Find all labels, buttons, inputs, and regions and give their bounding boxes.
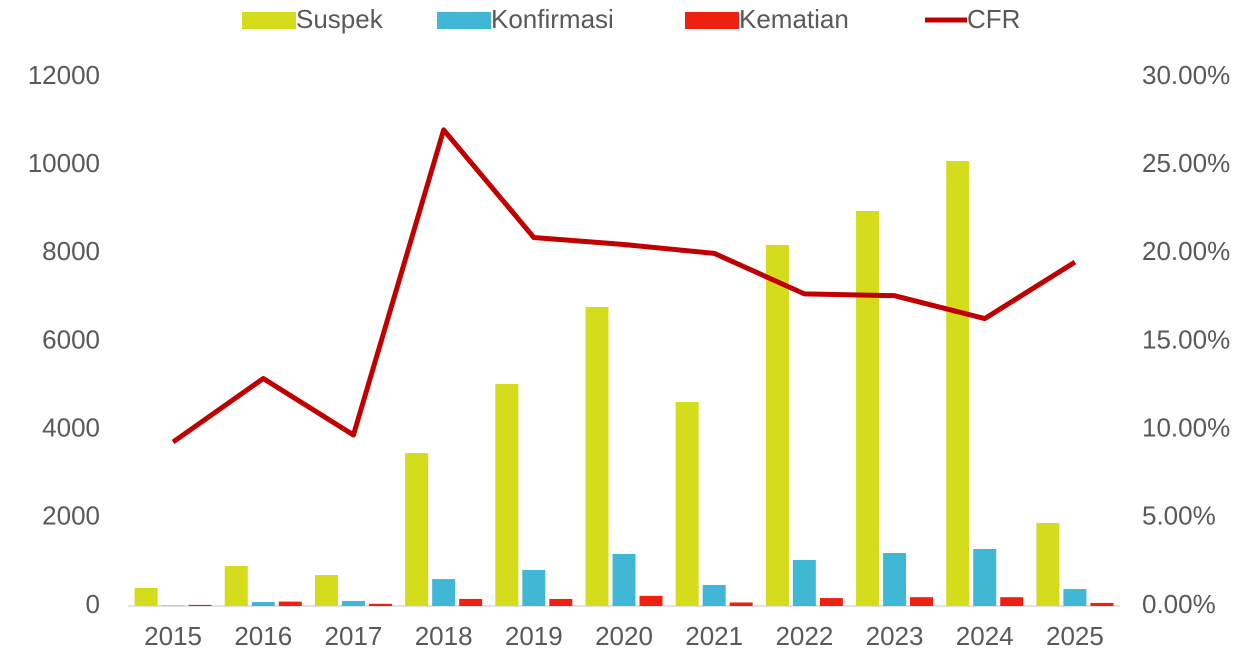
bar [612, 553, 636, 606]
y2-tick-label: 25.00% [1142, 148, 1230, 178]
x-tick-label: 2022 [775, 621, 833, 651]
y2-tick-label: 20.00% [1142, 236, 1230, 266]
bar [432, 579, 456, 606]
bar [765, 244, 789, 606]
x-tick-label: 2019 [505, 621, 563, 651]
bar [522, 570, 546, 606]
y-tick-label: 2000 [42, 501, 100, 531]
bar [549, 598, 573, 606]
y-tick-label: 12000 [28, 60, 100, 90]
x-tick-label: 2023 [866, 621, 924, 651]
legend-label: Suspek [296, 4, 384, 34]
x-tick-label: 2021 [685, 621, 743, 651]
bar [792, 560, 816, 606]
x-tick-label: 2020 [595, 621, 653, 651]
bar [134, 587, 158, 606]
bar [883, 553, 907, 606]
y2-tick-label: 30.00% [1142, 60, 1230, 90]
y2-tick-label: 0.00% [1142, 589, 1216, 619]
x-tick-label: 2015 [144, 621, 202, 651]
bar [278, 601, 302, 606]
bar [1090, 602, 1114, 606]
x-tick-label: 2018 [415, 621, 473, 651]
y2-tick-label: 15.00% [1142, 324, 1230, 354]
x-tick-label: 2024 [956, 621, 1014, 651]
bar [910, 597, 934, 606]
bar [1063, 589, 1087, 606]
bar [819, 598, 843, 606]
cfr-line [171, 127, 1077, 445]
bar [341, 600, 365, 606]
bar [1000, 597, 1024, 606]
x-tick-label: 2025 [1046, 621, 1104, 651]
bar [459, 598, 483, 606]
bar [188, 604, 212, 606]
bar [405, 453, 429, 606]
legend-label: Konfirmasi [491, 4, 614, 34]
bar [639, 595, 663, 606]
y-tick-label: 6000 [42, 324, 100, 354]
x-tick-label: 2017 [325, 621, 383, 651]
legend-swatch [437, 12, 491, 29]
bar [495, 383, 519, 606]
bar [314, 575, 338, 606]
y-tick-label: 8000 [42, 236, 100, 266]
legend-swatch [242, 12, 296, 29]
legend-label: Kematian [739, 4, 849, 34]
legend-label: CFR [967, 4, 1020, 34]
y2-tick-label: 5.00% [1142, 501, 1216, 531]
y-tick-label: 4000 [42, 413, 100, 443]
bar [729, 602, 753, 606]
x-tick-label: 2016 [234, 621, 292, 651]
bar [368, 603, 392, 606]
y2-tick-label: 10.00% [1142, 413, 1230, 443]
bar [585, 306, 609, 606]
bar [856, 210, 880, 607]
bar [251, 602, 275, 606]
bar [224, 566, 248, 606]
bar [675, 401, 699, 606]
bar [973, 549, 997, 606]
y-tick-label: 0 [86, 589, 100, 619]
bar [1036, 522, 1060, 606]
legend-swatch [685, 12, 739, 29]
bar [702, 585, 726, 606]
bar [946, 160, 970, 606]
y-tick-label: 10000 [28, 148, 100, 178]
